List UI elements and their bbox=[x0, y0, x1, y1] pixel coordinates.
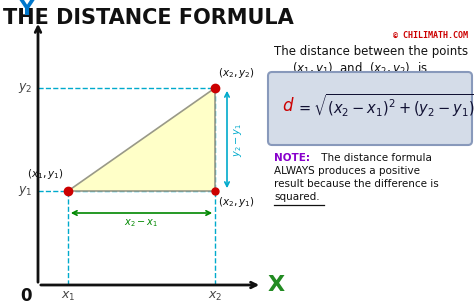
Text: Y: Y bbox=[18, 0, 34, 19]
Text: $y_1$: $y_1$ bbox=[18, 184, 32, 198]
Text: The distance between the points: The distance between the points bbox=[274, 45, 468, 58]
Polygon shape bbox=[68, 88, 215, 191]
Text: 0: 0 bbox=[20, 287, 32, 303]
Text: $(x_2,y_1)$: $(x_2,y_1)$ bbox=[218, 195, 255, 209]
Text: THE DISTANCE FORMULA: THE DISTANCE FORMULA bbox=[3, 8, 293, 28]
Text: $x_2$: $x_2$ bbox=[208, 290, 222, 303]
Text: $(x_1,y_1)$: $(x_1,y_1)$ bbox=[27, 167, 64, 181]
Text: $y_2 - y_1$: $y_2 - y_1$ bbox=[232, 122, 244, 157]
Text: $x_2 - x_1$: $x_2 - x_1$ bbox=[125, 217, 158, 229]
Text: $= \sqrt{(x_2 - x_1)^2 + (y_2 - y_1)^2}$: $= \sqrt{(x_2 - x_1)^2 + (y_2 - y_1)^2}$ bbox=[296, 93, 474, 119]
Text: result because the difference is: result because the difference is bbox=[274, 179, 439, 189]
Text: $d$: $d$ bbox=[282, 97, 295, 115]
Text: $(x_2,y_2)$: $(x_2,y_2)$ bbox=[218, 66, 255, 80]
Text: $y_2$: $y_2$ bbox=[18, 81, 32, 95]
Text: X: X bbox=[268, 275, 285, 295]
Text: © CHILIMATH.COM: © CHILIMATH.COM bbox=[393, 31, 468, 40]
Text: The distance formula: The distance formula bbox=[318, 153, 432, 163]
Text: $x_1$: $x_1$ bbox=[61, 290, 75, 303]
Text: NOTE:: NOTE: bbox=[274, 153, 310, 163]
FancyBboxPatch shape bbox=[268, 72, 472, 145]
Text: squared.: squared. bbox=[274, 192, 319, 202]
Text: ALWAYS produces a positive: ALWAYS produces a positive bbox=[274, 166, 420, 176]
Text: $(x_1,y_1)$  and  $(x_2,y_2)$  is: $(x_1,y_1)$ and $(x_2,y_2)$ is bbox=[292, 60, 428, 77]
